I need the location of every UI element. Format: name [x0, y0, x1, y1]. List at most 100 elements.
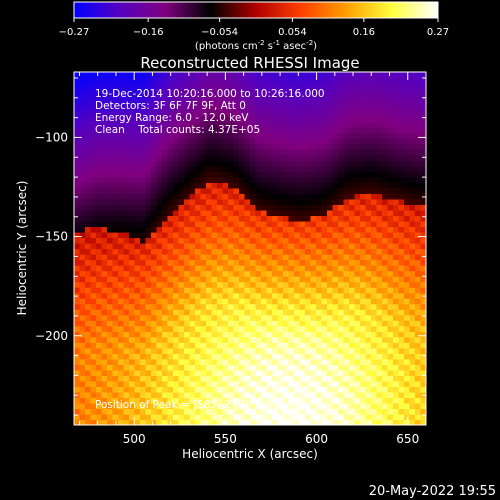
heatmap-pixel — [376, 358, 383, 365]
heatmap-pixel — [343, 88, 350, 95]
heatmap-pixel — [112, 298, 119, 305]
heatmap-pixel — [261, 182, 268, 189]
heatmap-pixel — [321, 127, 328, 134]
heatmap-pixel — [244, 380, 251, 387]
heatmap-pixel — [222, 165, 229, 172]
heatmap-pixel — [294, 105, 301, 112]
heatmap-pixel — [261, 116, 268, 123]
heatmap-pixel — [409, 132, 416, 139]
heatmap-pixel — [409, 336, 416, 343]
heatmap-pixel — [338, 408, 345, 415]
heatmap-pixel — [393, 369, 400, 376]
heatmap-pixel — [376, 325, 383, 332]
heatmap-pixel — [404, 138, 411, 145]
heatmap-pixel — [409, 369, 416, 376]
heatmap-pixel — [233, 397, 240, 404]
heatmap-pixel — [310, 276, 317, 283]
heatmap-pixel — [79, 77, 86, 84]
heatmap-pixel — [332, 231, 339, 239]
heatmap-pixel — [288, 292, 295, 299]
heatmap-pixel — [96, 132, 103, 139]
heatmap-pixel — [151, 94, 158, 101]
heatmap-pixel — [354, 88, 361, 95]
heatmap-pixel — [360, 402, 367, 410]
heatmap-pixel — [244, 105, 251, 112]
heatmap-pixel — [343, 265, 350, 272]
heatmap-pixel — [250, 99, 257, 106]
heatmap-pixel — [283, 259, 290, 266]
heatmap-pixel — [420, 314, 426, 321]
heatmap-pixel — [420, 83, 426, 90]
heatmap-pixel — [250, 248, 257, 255]
heatmap-pixel — [167, 176, 174, 183]
heatmap-pixel — [129, 193, 136, 200]
heatmap-pixel — [409, 94, 416, 101]
heatmap-pixel — [233, 309, 240, 316]
heatmap-pixel — [294, 215, 301, 222]
heatmap-pixel — [376, 303, 383, 310]
heatmap-pixel — [310, 309, 317, 316]
heatmap-pixel — [112, 198, 119, 205]
heatmap-pixel — [387, 165, 394, 172]
heatmap-pixel — [74, 358, 81, 365]
heatmap-pixel — [387, 231, 394, 239]
heatmap-pixel — [112, 391, 119, 399]
heatmap-pixel — [266, 182, 273, 189]
heatmap-pixel — [371, 215, 378, 222]
heatmap-pixel — [277, 391, 284, 399]
heatmap-pixel — [376, 204, 383, 211]
heatmap-pixel — [266, 88, 273, 95]
heatmap-pixel — [206, 276, 213, 283]
heatmap-pixel — [233, 116, 240, 123]
heatmap-pixel — [112, 105, 119, 112]
heatmap-pixel — [222, 314, 229, 321]
heatmap-pixel — [173, 314, 180, 321]
heatmap-pixel — [376, 369, 383, 376]
heatmap-pixel — [354, 116, 361, 123]
heatmap-pixel — [167, 165, 174, 172]
heatmap-pixel — [239, 72, 246, 79]
heatmap-pixel — [398, 298, 405, 305]
heatmap-pixel — [167, 149, 174, 156]
heatmap-pixel — [134, 380, 141, 387]
heatmap-pixel — [266, 298, 273, 305]
heatmap-pixel — [184, 287, 191, 294]
heatmap-pixel — [321, 226, 328, 233]
heatmap-pixel — [178, 242, 185, 250]
heatmap-pixel — [316, 231, 323, 239]
heatmap-pixel — [173, 287, 180, 294]
heatmap-pixel — [112, 121, 119, 128]
heatmap-pixel — [211, 386, 218, 393]
heatmap-pixel — [349, 105, 356, 112]
heatmap-pixel — [206, 193, 213, 200]
heatmap-pixel — [145, 391, 152, 399]
heatmap-pixel — [277, 353, 284, 360]
heatmap-pixel — [299, 215, 306, 222]
heatmap-pixel — [156, 413, 163, 421]
heatmap-pixel — [112, 259, 119, 266]
heatmap-pixel — [327, 193, 334, 200]
heatmap-pixel — [360, 397, 367, 404]
heatmap-pixel — [393, 116, 400, 123]
heatmap-pixel — [228, 259, 235, 266]
heatmap-pixel — [162, 259, 169, 266]
heatmap-pixel — [332, 94, 339, 101]
heatmap-pixel — [277, 292, 284, 299]
heatmap-pixel — [415, 99, 422, 106]
heatmap-pixel — [211, 72, 218, 79]
heatmap-pixel — [343, 242, 350, 250]
heatmap-pixel — [261, 220, 268, 228]
heatmap-pixel — [387, 143, 394, 150]
heatmap-pixel — [393, 248, 400, 255]
heatmap-pixel — [261, 176, 268, 183]
heatmap-pixel — [283, 380, 290, 387]
heatmap-pixel — [101, 94, 108, 101]
heatmap-pixel — [420, 110, 426, 117]
heatmap-pixel — [387, 292, 394, 299]
heatmap-pixel — [228, 347, 235, 354]
heatmap-pixel — [156, 281, 163, 288]
heatmap-pixel — [173, 375, 180, 382]
heatmap-pixel — [365, 309, 372, 316]
heatmap-pixel — [365, 353, 372, 360]
heatmap-pixel — [129, 198, 136, 205]
